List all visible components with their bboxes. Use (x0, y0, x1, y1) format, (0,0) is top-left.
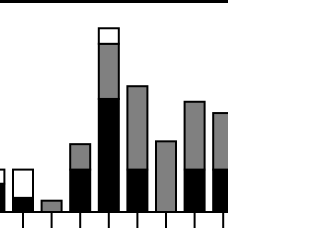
bar-segment (0, 182, 6, 214)
bar-segment (183, 168, 206, 214)
bar-segment (69, 168, 92, 214)
bar-segment (212, 168, 228, 214)
chart (0, 0, 228, 228)
bar-segment (97, 42, 120, 100)
bar-segment (183, 100, 206, 171)
bar-segment (12, 196, 34, 214)
bar-segment (12, 168, 34, 199)
bar-segment (97, 97, 120, 213)
bar-segment (126, 168, 149, 214)
bar-segment (40, 199, 63, 213)
bar-segment (155, 140, 177, 213)
bar-segment (212, 112, 228, 171)
bar-segment (0, 168, 6, 185)
bar-segment (69, 143, 92, 171)
bar-segment (97, 27, 120, 45)
bar-segment (126, 85, 149, 171)
